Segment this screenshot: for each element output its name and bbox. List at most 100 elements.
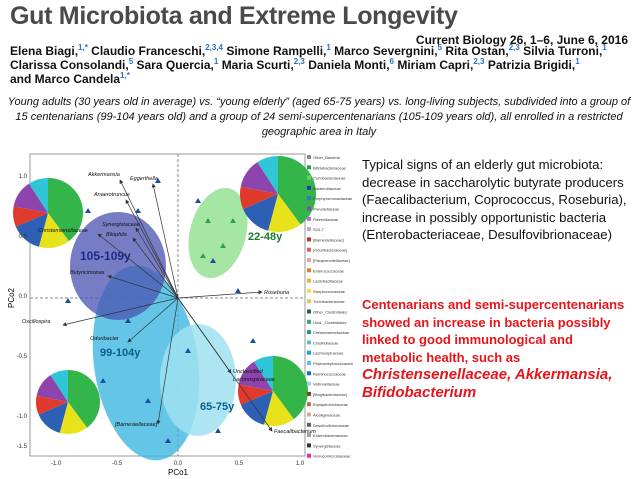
author-line: and Marco Candela1,* [10, 71, 630, 87]
highlight: Centenarians and semi-supercentenarians … [362, 296, 634, 401]
legend-swatch [307, 155, 311, 159]
group-label: 105-109y [80, 249, 131, 263]
legend-swatch [307, 268, 311, 273]
author-affil: 1,* [78, 43, 88, 52]
y-tick-label: -1.5 [17, 444, 28, 450]
author-name: Maria Scurti, [221, 58, 294, 72]
legend-label: Other_Clostridiales [313, 310, 347, 315]
ellipse-65-75 [160, 324, 236, 436]
legend-label: Bifidobacteriaceae [313, 165, 347, 170]
legend-swatch [307, 340, 311, 345]
legend-label: Porphyromonadaceae [313, 196, 353, 201]
legend-label: Veillonellaceae [313, 382, 340, 387]
legend-label: Lachnospiraceae [313, 351, 344, 356]
taxon-label: Synergistaceae [102, 222, 140, 228]
legend-swatch [307, 422, 311, 427]
legend-swatch [307, 227, 311, 232]
y-tick-label: -1.0 [17, 414, 28, 420]
legend-swatch [307, 350, 311, 355]
x-tick-label: 0.0 [174, 461, 183, 467]
author-name: Clarissa Consolandi, [10, 58, 129, 72]
y-tick-label: 1.0 [19, 174, 28, 180]
author-affil: 2,3 [473, 57, 485, 66]
author-affil: 1,* [120, 71, 130, 80]
author-line: Clarissa Consolandi,5 Sara Quercia,1 Mar… [10, 57, 630, 73]
taxon-label: Unclassified [233, 369, 264, 375]
author-name: Rita Ostan, [445, 44, 509, 58]
legend-label: [Mogibacteriaceae] [313, 392, 347, 397]
taxon-label: Oscillospira [22, 319, 50, 325]
legend-swatch [307, 319, 311, 324]
author-name: Miriam Capri, [397, 58, 474, 72]
author-name: Sara Quercia, [136, 58, 214, 72]
x-tick-label: 1.0 [296, 461, 305, 467]
legend-swatch [307, 381, 311, 386]
legend-label: Other_Bacteria [313, 155, 341, 160]
taxon-label: Butyricimonas [70, 270, 105, 276]
legend-label: [Barnesiellaceae] [313, 237, 344, 242]
ellipse-105-109 [70, 212, 166, 320]
taxon-label: Roseburia [264, 290, 289, 296]
pie [259, 175, 297, 213]
taxon-label: Anaerotruncus [93, 192, 130, 198]
taxon-label: Faecalibacterium [274, 429, 316, 435]
legend-label: Peptostreptococcaceae [313, 361, 353, 366]
legend-swatch [307, 309, 311, 314]
y-tick-label: -0.5 [17, 354, 28, 360]
x-axis-label: PCo1 [168, 468, 189, 477]
legend-label: Desulfovibrionaceae [313, 423, 350, 428]
legend-swatch [307, 216, 311, 221]
taxon-label: Akkermansia [87, 172, 120, 178]
arrow [177, 297, 273, 432]
legend-swatch [307, 391, 311, 396]
legend-swatch [307, 278, 311, 283]
taxon-label: Odoribacter [90, 336, 120, 342]
arrow [107, 275, 179, 299]
group-label: 65-75y [200, 401, 235, 413]
taxon-label: Bilophila [106, 232, 127, 238]
legend-label: S24-7 [313, 227, 324, 232]
arrow [156, 297, 179, 425]
legend-label: Enterococcaceae [313, 268, 345, 273]
caption: Young adults (30 years old in average) v… [7, 96, 631, 138]
author-name: and Marco Candela [10, 72, 121, 86]
x-tick-label: -0.5 [112, 461, 123, 467]
title: Gut Microbiota and Extreme Longevity [10, 2, 458, 30]
journal: Current Biology 26, 1–6, June 6, 2016 [415, 33, 628, 47]
authors: Elena Biagi,1,* Claudio Franceschi,2,3,4… [10, 43, 630, 87]
arrow [97, 233, 179, 299]
author-affil: 5 [437, 43, 442, 52]
legend-swatch [307, 443, 311, 448]
legend-label: Coriobacteriaceae [313, 176, 346, 181]
legend-swatch [307, 402, 311, 407]
legend-label: Turicibacteraceae [313, 299, 345, 304]
arrow [62, 297, 179, 327]
group-label: 22-48y [248, 231, 283, 243]
author-name: Patrizia Brigidi, [487, 58, 576, 72]
legend-swatch [307, 412, 311, 417]
legend-swatch [307, 165, 311, 170]
legend-swatch [307, 330, 311, 335]
y-tick-label: 0.5 [19, 234, 28, 240]
author-name: Elena Biagi, [10, 44, 79, 58]
legend-label: Prevotellaceae [313, 207, 340, 212]
author-name: Silvia Turroni, [523, 44, 603, 58]
legend-label: Synergistaceae [313, 443, 341, 448]
legend-label: Alcaligenaceae [313, 413, 341, 418]
author-affil: 2,3 [293, 57, 305, 66]
group-label: 99-104y [100, 347, 141, 359]
author-name: Marco Severgnini, [334, 44, 438, 58]
legend-swatch [307, 196, 311, 201]
arrow [125, 199, 179, 299]
author-name: Claudio Franceschi, [91, 44, 206, 58]
arrow [119, 179, 179, 299]
author-line: Elena Biagi,1,* Claudio Franceschi,2,3,4… [10, 43, 630, 59]
taxon-label: Eggerthella [130, 176, 158, 182]
legend-label: Bacteroidaceae [313, 186, 342, 191]
arrow [151, 183, 179, 299]
legend-label: Clostridiaceae [313, 340, 339, 345]
legend-label: Streptococcaceae [313, 289, 346, 294]
x-tick-label: -1.0 [51, 461, 62, 467]
author-name: Daniela Monti, [308, 58, 390, 72]
arrow [135, 227, 179, 299]
